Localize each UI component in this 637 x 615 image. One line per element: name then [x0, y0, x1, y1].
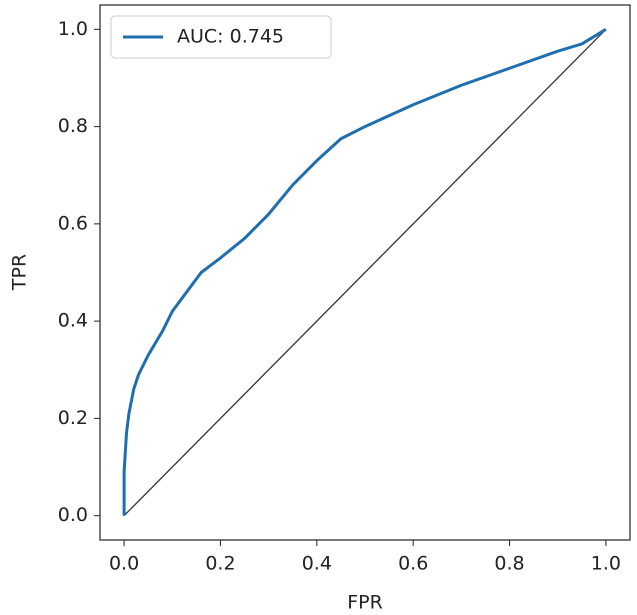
x-tick-label: 1.0 [591, 553, 621, 575]
x-tick-label: 0.4 [302, 553, 332, 575]
diagonal-line [123, 28, 607, 517]
y-tick-label: 0.2 [58, 407, 88, 429]
y-tick-label: 0.0 [58, 504, 88, 526]
x-tick-label: 0.6 [398, 553, 428, 575]
legend-label: AUC: 0.745 [177, 26, 284, 48]
y-tick-label: 0.4 [58, 310, 88, 332]
y-axis-label: TPR [9, 254, 31, 291]
roc-line [122, 28, 607, 516]
y-tick-label: 0.8 [58, 115, 88, 137]
x-tick-label: 0.8 [494, 553, 524, 575]
plot-frame [99, 4, 631, 541]
x-tick-label: 0.0 [109, 553, 139, 575]
legend-box [110, 15, 332, 59]
y-tick-label: 0.6 [58, 212, 88, 234]
x-tick-label: 0.2 [205, 553, 235, 575]
x-axis-label: FPR [347, 592, 383, 614]
y-tick-label: 1.0 [58, 18, 88, 40]
